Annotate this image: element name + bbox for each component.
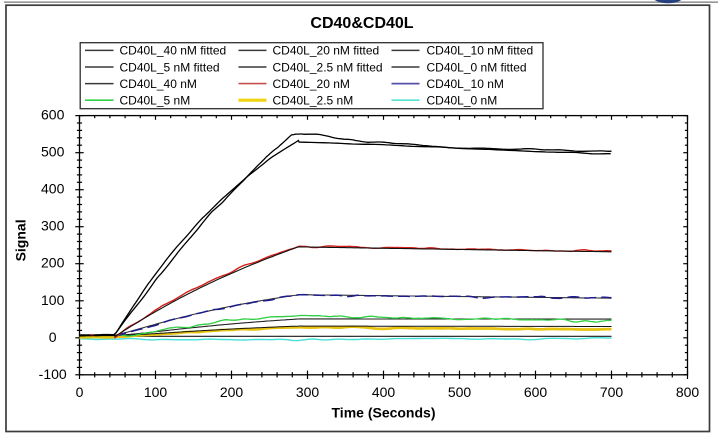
svg-text:300: 300	[41, 218, 65, 234]
svg-text:CD40L_0 nM: CD40L_0 nM	[427, 94, 498, 108]
svg-text:CD40L_40 nM fitted: CD40L_40 nM fitted	[120, 44, 227, 58]
svg-text:0: 0	[49, 329, 57, 345]
svg-text:400: 400	[41, 181, 65, 197]
svg-text:CD40L_2.5 nM fitted: CD40L_2.5 nM fitted	[273, 60, 383, 74]
svg-text:CD40L_20 nM: CD40L_20 nM	[273, 77, 350, 91]
svg-text:600: 600	[524, 384, 548, 400]
svg-text:500: 500	[41, 144, 65, 160]
svg-text:0: 0	[76, 384, 84, 400]
svg-text:CD40L_2.5 nM: CD40L_2.5 nM	[273, 94, 354, 108]
svg-text:400: 400	[372, 384, 396, 400]
svg-text:200: 200	[41, 255, 65, 271]
svg-text:300: 300	[296, 384, 320, 400]
svg-text:CD40L_40 nM: CD40L_40 nM	[120, 77, 197, 91]
svg-text:CD40L_5 nM: CD40L_5 nM	[120, 94, 191, 108]
svg-text:Time (Seconds): Time (Seconds)	[332, 405, 436, 421]
svg-text:100: 100	[144, 384, 168, 400]
svg-text:CD40L_0 nM fitted: CD40L_0 nM fitted	[427, 60, 527, 74]
svg-text:100: 100	[41, 292, 65, 308]
svg-text:700: 700	[600, 384, 624, 400]
svg-text:-100: -100	[39, 366, 67, 382]
svg-text:CD40L_5 nM fitted: CD40L_5 nM fitted	[120, 60, 220, 74]
svg-text:CD40&CD40L: CD40&CD40L	[310, 15, 413, 32]
svg-text:600: 600	[41, 107, 65, 123]
svg-text:800: 800	[676, 384, 700, 400]
svg-text:500: 500	[448, 384, 472, 400]
svg-text:CD40L_10 nM fitted: CD40L_10 nM fitted	[427, 44, 534, 58]
svg-text:CD40L_10 nM: CD40L_10 nM	[427, 77, 504, 91]
svg-text:200: 200	[220, 384, 244, 400]
svg-text:CD40L_20 nM fitted: CD40L_20 nM fitted	[273, 44, 380, 58]
svg-text:Signal: Signal	[13, 219, 29, 261]
